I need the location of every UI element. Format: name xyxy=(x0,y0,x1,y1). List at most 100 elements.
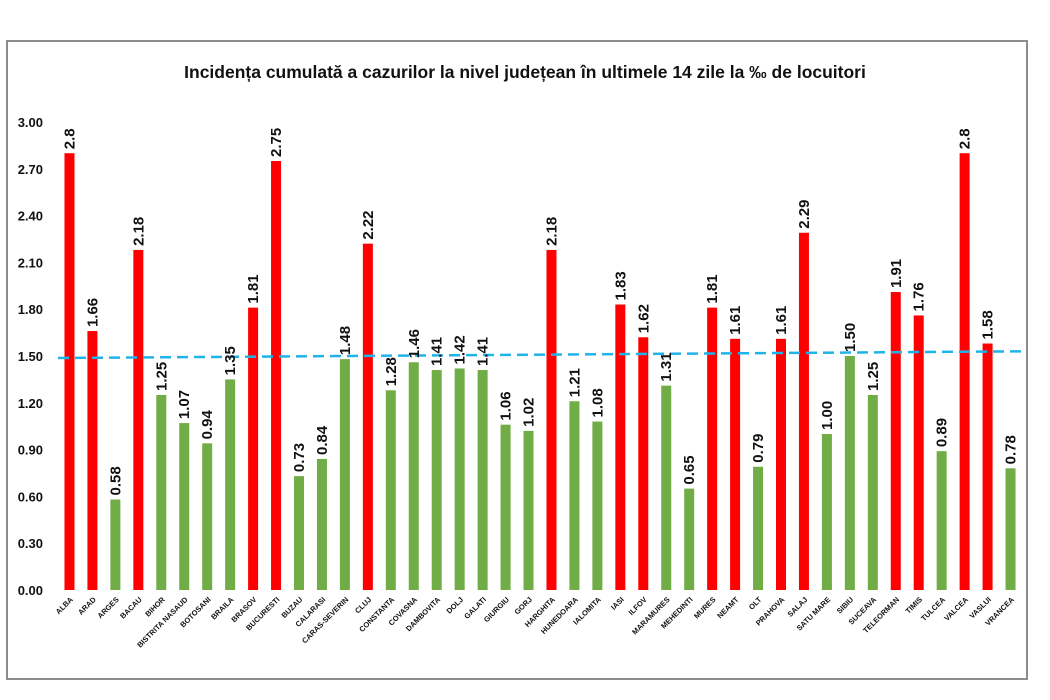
data-label: 0.89 xyxy=(934,418,951,447)
data-label: 2.75 xyxy=(268,128,285,157)
chart-title: Incidența cumulată a cazurilor la nivel … xyxy=(184,62,866,82)
y-tick-label: 1.20 xyxy=(18,396,43,411)
data-label: 1.42 xyxy=(452,335,469,364)
bar-bacau xyxy=(133,249,144,591)
bar-dolj xyxy=(454,368,465,590)
bar-brasov xyxy=(248,307,259,590)
bar-neamt xyxy=(730,338,741,590)
bar-valcea xyxy=(959,153,970,590)
data-label: 1.35 xyxy=(222,346,239,375)
bar-constanta xyxy=(385,390,396,590)
threshold-line xyxy=(57,350,1023,360)
x-tick-label: MURES xyxy=(692,595,718,621)
bar-satu-mare xyxy=(821,434,832,590)
bar-mures xyxy=(707,307,718,590)
bar-cluj xyxy=(362,243,373,590)
bar-harghita xyxy=(546,249,557,591)
data-label: 1.06 xyxy=(498,391,515,420)
data-label: 2.29 xyxy=(796,200,813,229)
bar-vaslui xyxy=(982,343,993,590)
data-label: 1.61 xyxy=(727,306,744,335)
bar-covasna xyxy=(408,362,419,590)
y-tick-label: 1.50 xyxy=(18,349,43,364)
bar-arad xyxy=(87,331,98,590)
bar-galati xyxy=(477,370,488,590)
x-tick-label: NEAMT xyxy=(715,595,741,621)
bar-iasi xyxy=(615,304,626,590)
data-label: 1.21 xyxy=(566,368,583,397)
bar-maramures xyxy=(661,385,672,590)
x-tick-label: GIURGIU xyxy=(482,595,511,624)
data-label: 1.50 xyxy=(842,323,859,352)
data-label: 1.41 xyxy=(475,337,492,366)
y-tick-label: 2.40 xyxy=(18,209,43,224)
data-label: 1.81 xyxy=(245,274,262,303)
bar-gorj xyxy=(523,430,534,590)
data-label: 0.73 xyxy=(291,443,308,472)
y-tick-label: 0.60 xyxy=(18,489,43,504)
bar-bihor xyxy=(156,395,167,590)
x-tick-label: BACAU xyxy=(118,595,144,621)
bar-salaj xyxy=(798,232,809,590)
bars xyxy=(64,153,1016,591)
data-label: 0.78 xyxy=(1003,435,1020,464)
bar-buzau xyxy=(294,476,304,590)
data-label: 1.46 xyxy=(406,329,423,358)
bar-prahova xyxy=(776,338,786,590)
bar-dambovita xyxy=(431,370,442,590)
data-label: 1.91 xyxy=(888,259,905,288)
bar-bucuresti xyxy=(271,161,282,590)
data-label: 2.18 xyxy=(543,217,560,246)
y-tick-label: 1.80 xyxy=(18,302,43,317)
data-label: 1.25 xyxy=(865,362,882,391)
data-label: 0.84 xyxy=(314,425,331,455)
data-label: 2.18 xyxy=(130,217,147,246)
data-label: 0.79 xyxy=(750,434,767,463)
x-tick-label: TIMIS xyxy=(904,595,925,616)
data-labels: 2.8 1.66 0.58 2.18 1.25 1.07 0.94 1.35 1.81 2.75 0… xyxy=(61,128,1019,496)
x-tick-label: IASI xyxy=(609,595,626,612)
bar-calarasi xyxy=(316,458,327,590)
bar-vrancea xyxy=(1005,468,1016,590)
data-label: 2.8 xyxy=(61,128,78,149)
data-label: 0.58 xyxy=(107,466,124,495)
bar-tulcea xyxy=(936,451,947,590)
data-label: 1.81 xyxy=(704,274,721,303)
data-label: 1.48 xyxy=(337,326,354,355)
x-tick-label: ALBA xyxy=(54,595,76,617)
data-label: 1.41 xyxy=(429,337,446,366)
data-label: 1.58 xyxy=(980,310,997,339)
x-tick-label: GORJ xyxy=(513,595,534,616)
data-label: 1.62 xyxy=(635,304,652,333)
data-label: 2.22 xyxy=(360,210,377,239)
y-tick-label: 2.10 xyxy=(18,255,43,270)
x-tick-label: SIBIU xyxy=(835,595,856,616)
bar-timis xyxy=(913,315,924,590)
data-label: 0.94 xyxy=(199,410,216,440)
bar-mehedinti xyxy=(684,488,695,590)
y-tick-label: 2.70 xyxy=(18,162,43,177)
x-tick-label: VALCEA xyxy=(942,595,970,623)
data-label: 1.07 xyxy=(176,390,193,419)
y-tick-label: 0.30 xyxy=(18,536,43,551)
bar-botosani xyxy=(202,443,213,590)
x-tick-label: DOLJ xyxy=(445,595,466,616)
data-label: 1.02 xyxy=(521,398,538,427)
data-label: 1.66 xyxy=(84,298,101,327)
y-tick-label: 0.90 xyxy=(18,443,43,458)
bar-sibiu xyxy=(844,356,855,590)
bar-hunedoara xyxy=(569,401,580,590)
bar-bistrita-nasaud xyxy=(179,423,190,590)
bar-arges xyxy=(110,499,121,590)
data-label: 1.25 xyxy=(153,362,170,391)
bar-giurgiu xyxy=(500,424,511,590)
data-label: 1.00 xyxy=(819,401,836,430)
bar-ilfov xyxy=(638,337,649,590)
x-tick-label: CLUJ xyxy=(353,595,373,615)
bar-caras-severin xyxy=(339,359,350,590)
bar-suceava xyxy=(867,395,878,590)
bar-ialomita xyxy=(592,421,603,590)
data-label: 1.08 xyxy=(589,388,606,417)
